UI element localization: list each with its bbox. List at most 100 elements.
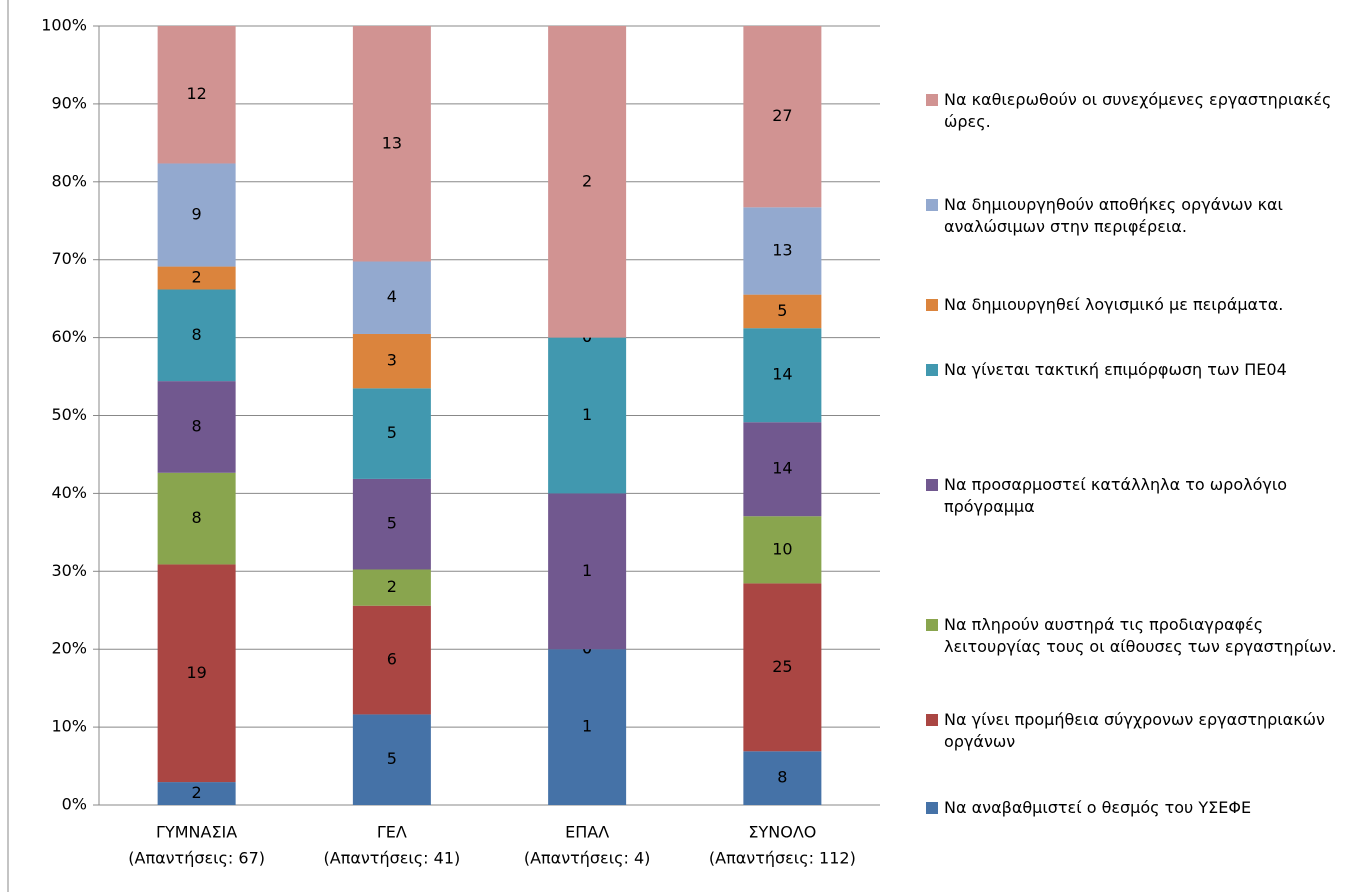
legend-swatch <box>926 94 938 106</box>
y-tick-label: 70% <box>51 249 87 268</box>
y-tick-label: 0% <box>62 795 87 814</box>
bar-segment <box>743 751 822 805</box>
data-label: 1 <box>582 717 592 736</box>
x-tick-label: (Απαντήσεις: 4) <box>524 849 651 868</box>
bar-segment <box>157 782 236 805</box>
y-tick-label: 50% <box>51 405 87 424</box>
bar-segment <box>157 266 236 290</box>
y-tick-label: 90% <box>51 93 87 112</box>
bar-segment <box>743 294 822 329</box>
legend-item: Να αναβαθμιστεί ο θεσμός του ΥΣΕΦΕ <box>926 797 1366 819</box>
legend-swatch <box>926 479 938 491</box>
legend-label: Να πληρούν αυστηρά τις προδιαγραφές λειτ… <box>944 615 1337 656</box>
data-label: 8 <box>192 508 202 527</box>
data-label: 6 <box>387 650 397 669</box>
legend-item: Να γίνει προμήθεια σύγχρονων εργαστηριακ… <box>926 709 1366 753</box>
data-label: 8 <box>192 416 202 435</box>
data-label: 14 <box>772 365 792 384</box>
bar-segment <box>352 333 431 389</box>
bar-segment <box>743 328 822 423</box>
legend-label: Να προσαρμοστεί κατάλληλα το ωρολόγιο πρ… <box>944 475 1288 516</box>
x-tick-label: ΓΕΛ <box>377 823 407 842</box>
data-label: 27 <box>772 106 792 125</box>
x-tick-label: (Απαντήσεις: 67) <box>128 849 265 868</box>
data-label: 5 <box>387 423 397 442</box>
legend-item: Να γίνεται τακτική επιμόρφωση των ΠΕ04 <box>926 359 1366 381</box>
bar-segment <box>548 649 627 805</box>
bar-segment <box>548 337 627 494</box>
bar-segment <box>743 583 822 752</box>
bar-segment <box>157 381 236 473</box>
data-label: 5 <box>387 514 397 533</box>
y-tick-label: 60% <box>51 327 87 346</box>
bar-segment <box>157 564 236 783</box>
x-tick-label: (Απαντήσεις: 41) <box>324 849 461 868</box>
data-label: 14 <box>772 459 792 478</box>
data-label: 2 <box>582 171 592 190</box>
legend-item: Να προσαρμοστεί κατάλληλα το ωρολόγιο πρ… <box>926 474 1366 518</box>
data-label: 12 <box>186 84 206 103</box>
bar-segment <box>548 26 627 338</box>
bar-segment <box>157 472 236 565</box>
x-tick-label: ΓΥΜΝΑΣΙΑ <box>156 823 237 842</box>
legend-swatch <box>926 619 938 631</box>
bar-segment <box>548 493 627 650</box>
data-label: 2 <box>192 268 202 287</box>
legend-swatch <box>926 199 938 211</box>
x-tick-label: ΕΠΑΛ <box>565 823 609 842</box>
data-label: 4 <box>387 287 397 306</box>
bar-segment <box>352 261 431 334</box>
legend-label: Να καθιερωθούν οι συνεχόμενες εργαστηρια… <box>944 90 1332 131</box>
y-tick-label: 100% <box>41 16 87 35</box>
data-label: 19 <box>186 663 206 682</box>
data-label: 8 <box>192 325 202 344</box>
data-label: 2 <box>387 577 397 596</box>
data-label: 8 <box>777 768 787 787</box>
bar-segment <box>352 714 431 805</box>
bar-segment <box>743 516 822 584</box>
bar-segment <box>157 289 236 382</box>
legend-label: Να δημιουργηθούν αποθήκες οργάνων και αν… <box>944 195 1283 236</box>
bar-segment <box>743 422 822 517</box>
legend-label: Να δημιουργηθεί λογισμικό με πειράματα. <box>944 295 1284 314</box>
legend-label: Να γίνει προμήθεια σύγχρονων εργαστηριακ… <box>944 710 1325 751</box>
legend-swatch <box>926 802 938 814</box>
data-label: 10 <box>772 539 792 558</box>
bar-segment <box>157 163 236 267</box>
x-tick-label: ΣΥΝΟΛΟ <box>748 823 816 842</box>
y-tick-label: 10% <box>51 717 87 736</box>
bar-segment <box>743 26 822 208</box>
y-tick-label: 20% <box>51 639 87 658</box>
data-label: 3 <box>387 351 397 370</box>
legend-label: Να αναβαθμιστεί ο θεσμός του ΥΣΕΦΕ <box>944 798 1252 817</box>
bar-segment <box>743 207 822 295</box>
y-tick-label: 40% <box>51 483 87 502</box>
data-label: 1 <box>582 561 592 580</box>
bar-segment <box>157 26 236 164</box>
x-tick-label: (Απαντήσεις: 112) <box>709 849 856 868</box>
data-label: 13 <box>772 240 792 259</box>
legend-item: Να πληρούν αυστηρά τις προδιαγραφές λειτ… <box>926 614 1366 658</box>
bar-segment <box>352 26 431 262</box>
data-label: 2 <box>192 783 202 802</box>
legend-swatch <box>926 299 938 311</box>
legend-item: Να δημιουργηθούν αποθήκες οργάνων και αν… <box>926 194 1366 238</box>
bar-segment <box>352 388 431 479</box>
bar-segment <box>352 478 431 570</box>
legend-swatch <box>926 364 938 376</box>
legend-swatch <box>926 714 938 726</box>
data-label: 25 <box>772 657 792 676</box>
legend-item: Να δημιουργηθεί λογισμικό με πειράματα. <box>926 294 1366 316</box>
data-label: 5 <box>777 301 787 320</box>
data-label: 13 <box>382 133 402 152</box>
bar-segment <box>352 605 431 715</box>
legend-item: Να καθιερωθούν οι συνεχόμενες εργαστηρια… <box>926 89 1366 133</box>
y-tick-label: 80% <box>51 171 87 190</box>
data-label: 9 <box>192 205 202 224</box>
legend-label: Να γίνεται τακτική επιμόρφωση των ΠΕ04 <box>944 360 1287 379</box>
data-label: 5 <box>387 749 397 768</box>
data-label: 1 <box>582 405 592 424</box>
y-tick-label: 30% <box>51 561 87 580</box>
